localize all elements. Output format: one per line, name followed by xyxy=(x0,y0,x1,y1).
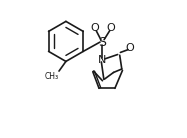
Text: O: O xyxy=(106,23,115,33)
Text: N: N xyxy=(98,55,107,65)
Text: O: O xyxy=(91,23,99,33)
Text: O: O xyxy=(125,43,134,53)
Text: S: S xyxy=(99,36,106,49)
Text: CH₃: CH₃ xyxy=(44,72,58,81)
